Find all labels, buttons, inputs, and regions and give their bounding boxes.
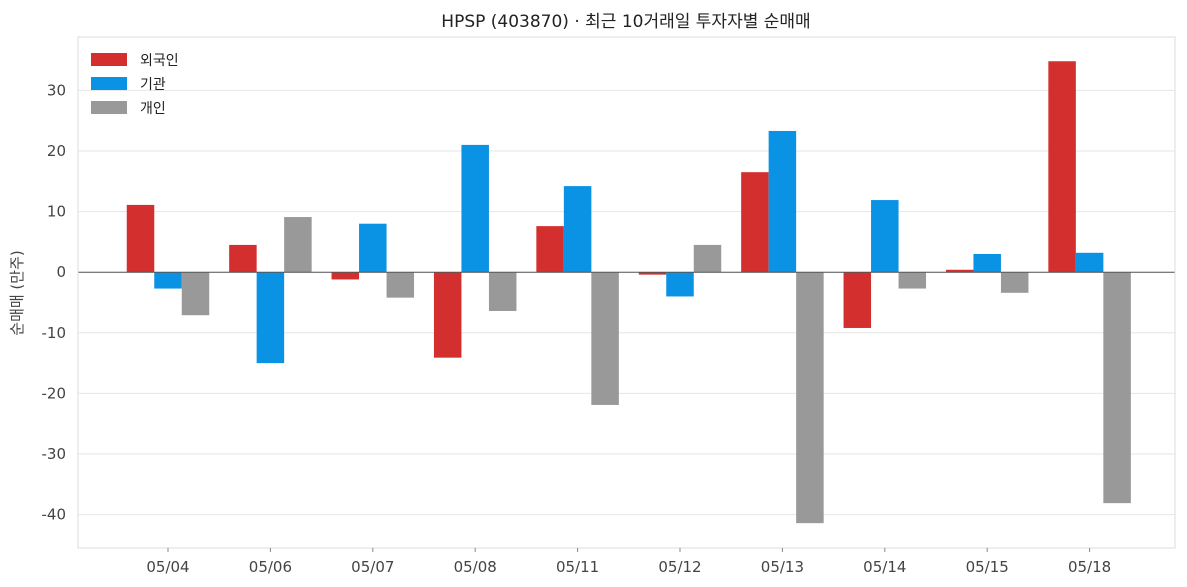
x-tick-label: 05/18 [1068, 558, 1111, 576]
bar [591, 272, 619, 405]
x-tick-label: 05/13 [761, 558, 804, 576]
bar [1075, 252, 1104, 273]
bar [536, 226, 564, 273]
bar [331, 272, 360, 280]
legend-label: 개인 [140, 101, 166, 117]
legend-label: 기관 [140, 77, 166, 93]
x-tick-label: 05/08 [454, 558, 497, 576]
y-axis-label: 순매매 (만주) [8, 250, 26, 335]
bar [1048, 61, 1076, 273]
bar [768, 130, 797, 273]
y-tick-label: -40 [42, 506, 67, 524]
bar [638, 272, 667, 275]
y-tick-label: -20 [42, 384, 67, 402]
bar [1000, 272, 1029, 293]
y-tick-labels: 30 20 10 0 -10 -20 -30 -40 [42, 81, 67, 523]
bar [284, 217, 312, 273]
x-tick-labels: 05/04 05/06 05/07 05/08 05/11 05/12 05/13 05/14… [146, 548, 1111, 576]
bar [563, 186, 592, 273]
bar [126, 204, 155, 273]
bar [256, 272, 285, 364]
bar [796, 272, 824, 524]
chart-title: HPSP (403870) · 최근 10거래일 투자자별 순매매 [441, 12, 810, 32]
legend-swatch [91, 77, 127, 90]
bar [229, 244, 257, 273]
bar [359, 223, 387, 273]
bar [843, 272, 872, 328]
x-tick-label: 05/11 [556, 558, 599, 576]
bar [386, 272, 415, 298]
x-tick-label: 05/07 [351, 558, 394, 576]
y-tick-label: 20 [47, 142, 66, 160]
bar [181, 272, 210, 316]
y-tick-label: 0 [56, 263, 66, 281]
legend-swatch [91, 53, 127, 66]
bar [973, 254, 1001, 273]
plot-frame [77, 36, 1176, 549]
legend-label: 외국인 [140, 53, 179, 69]
bar [945, 269, 974, 273]
x-tick-label: 05/14 [863, 558, 906, 576]
bars [126, 61, 1131, 524]
bar [488, 272, 517, 311]
y-tick-label: 10 [47, 203, 66, 221]
bar [461, 144, 489, 273]
x-tick-label: 05/06 [249, 558, 292, 576]
x-tick-label: 05/15 [966, 558, 1009, 576]
bar [693, 244, 722, 273]
bar [433, 272, 462, 358]
bar [666, 272, 694, 297]
bar [871, 200, 899, 273]
bar [154, 272, 182, 289]
y-tick-label: -30 [42, 445, 67, 463]
y-tick-label: 30 [47, 81, 66, 99]
legend-swatch [91, 101, 127, 114]
bar [741, 172, 769, 273]
y-tick-label: -10 [42, 324, 67, 342]
x-tick-label: 05/04 [146, 558, 189, 576]
x-tick-label: 05/12 [658, 558, 701, 576]
bar [898, 272, 927, 289]
bar [1103, 272, 1131, 504]
